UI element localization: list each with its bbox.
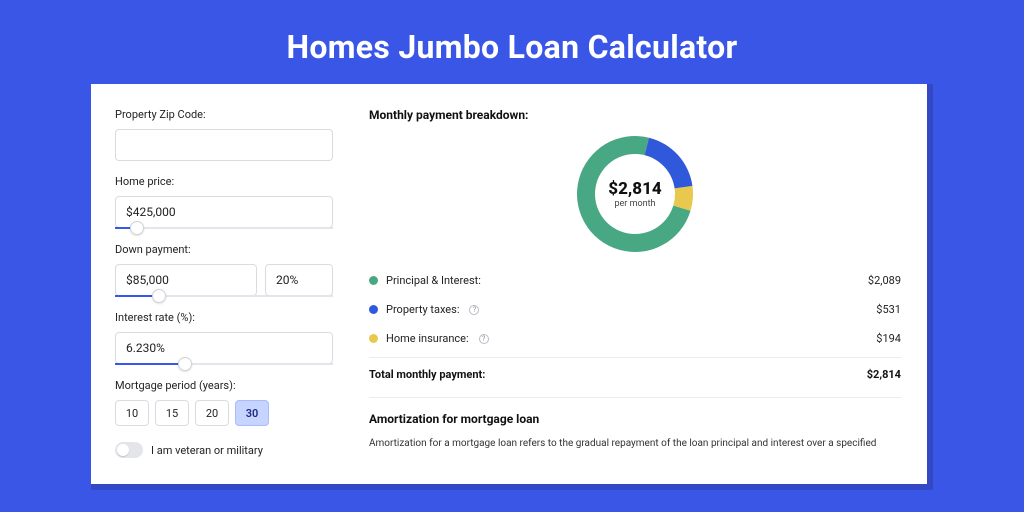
interest-rate-input[interactable]: 6.230% (115, 332, 333, 364)
legend-label: Home insurance: (386, 332, 469, 345)
page-root: Homes Jumbo Loan Calculator Property Zip… (0, 0, 1024, 512)
payment-donut-chart: $2,814 per month (577, 136, 693, 252)
down-payment-input[interactable]: $85,000 (115, 264, 257, 296)
down-payment-group: Down payment: $85,000 20% (115, 243, 351, 297)
zip-input[interactable] (115, 129, 333, 161)
donut-center: $2,814 per month (577, 136, 693, 252)
mortgage-period-group: Mortgage period (years): 10152030 (115, 379, 351, 426)
page-title: Homes Jumbo Loan Calculator (0, 0, 1024, 84)
down-payment-label: Down payment: (115, 243, 351, 256)
info-icon[interactable]: ? (479, 334, 489, 344)
home-price-input[interactable]: $425,000 (115, 196, 333, 228)
donut-sub: per month (614, 199, 655, 209)
legend: Principal & Interest: $2,089 Property taxe… (369, 266, 901, 353)
legend-row: Home insurance:? $194 (369, 324, 901, 353)
interest-rate-slider[interactable] (115, 363, 333, 365)
legend-value: $2,089 (868, 274, 901, 287)
total-row: Total monthly payment: $2,814 (369, 357, 901, 391)
down-payment-pct-input[interactable]: 20% (265, 264, 333, 296)
amortization-section: Amortization for mortgage loan Amortizat… (369, 397, 901, 451)
info-icon[interactable]: ? (469, 305, 479, 315)
mortgage-period-options: 10152030 (115, 400, 351, 426)
legend-label: Property taxes: (386, 303, 459, 316)
legend-dot (369, 305, 378, 314)
form-panel: Property Zip Code: Home price: $425,000 … (91, 84, 351, 484)
card-shadow: Property Zip Code: Home price: $425,000 … (91, 84, 933, 490)
interest-rate-group: Interest rate (%): 6.230% (115, 311, 351, 365)
breakdown-panel: Monthly payment breakdown: $2,814 per mo… (351, 84, 927, 484)
down-payment-slider-thumb[interactable] (152, 289, 166, 303)
total-value: $2,814 (867, 368, 901, 381)
period-button-15[interactable]: 15 (155, 400, 189, 426)
zip-label: Property Zip Code: (115, 108, 351, 121)
veteran-row: I am veteran or military (115, 442, 351, 458)
home-price-slider[interactable] (115, 227, 333, 229)
legend-value: $531 (876, 303, 901, 316)
amortization-title: Amortization for mortgage loan (369, 412, 901, 426)
home-price-label: Home price: (115, 175, 351, 188)
period-button-10[interactable]: 10 (115, 400, 149, 426)
total-label: Total monthly payment: (369, 368, 485, 381)
breakdown-title: Monthly payment breakdown: (369, 108, 901, 122)
home-price-slider-thumb[interactable] (130, 221, 144, 235)
mortgage-period-label: Mortgage period (years): (115, 379, 351, 392)
interest-rate-slider-thumb[interactable] (178, 357, 192, 371)
calculator-card: Property Zip Code: Home price: $425,000 … (91, 84, 927, 484)
donut-wrap: $2,814 per month (369, 132, 901, 266)
legend-row: Property taxes:? $531 (369, 295, 901, 324)
legend-row: Principal & Interest: $2,089 (369, 266, 901, 295)
period-button-30[interactable]: 30 (235, 400, 269, 426)
down-payment-slider[interactable] (115, 295, 333, 297)
zip-group: Property Zip Code: (115, 108, 351, 161)
veteran-toggle[interactable] (115, 442, 143, 458)
period-button-20[interactable]: 20 (195, 400, 229, 426)
legend-label: Principal & Interest: (386, 274, 481, 287)
home-price-group: Home price: $425,000 (115, 175, 351, 229)
veteran-label: I am veteran or military (151, 444, 263, 457)
legend-dot (369, 276, 378, 285)
donut-amount: $2,814 (608, 179, 661, 199)
legend-value: $194 (876, 332, 901, 345)
amortization-text: Amortization for a mortgage loan refers … (369, 436, 901, 451)
interest-rate-label: Interest rate (%): (115, 311, 351, 324)
legend-dot (369, 334, 378, 343)
